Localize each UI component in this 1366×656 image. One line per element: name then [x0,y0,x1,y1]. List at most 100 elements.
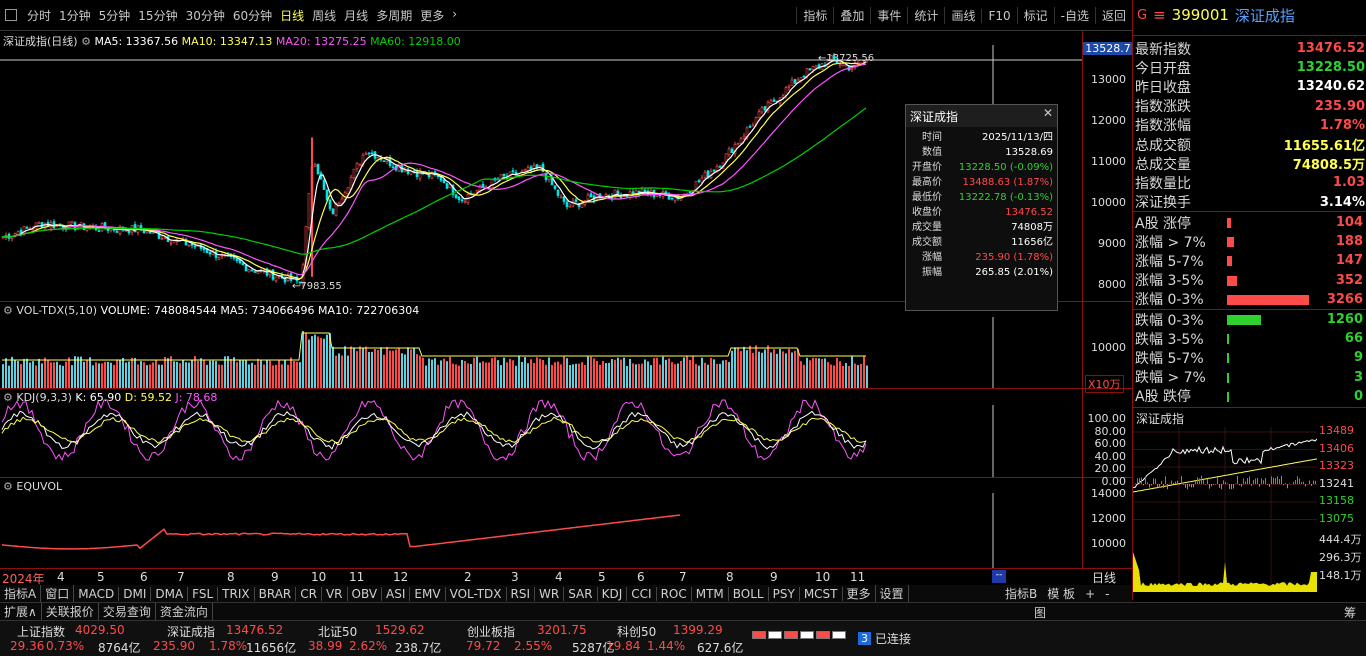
index-name[interactable]: 深证成指 [167,625,216,639]
toolbar-button[interactable]: F10 [981,8,1016,23]
settings-icon[interactable]: ⚙ [81,35,91,48]
period-tab[interactable]: 日线 [280,8,305,23]
indicator-tab[interactable]: WR [535,586,565,601]
period-tab[interactable]: 1分钟 [59,8,91,23]
tooltip-row: 时间 2025/11/13/四 [906,130,1057,145]
candle [241,262,245,266]
period-tab[interactable]: 5分钟 [98,8,131,23]
indicator-tab[interactable]: BRAR [255,586,297,601]
tab-control[interactable]: 模 板 [1047,587,1076,601]
view-toggle[interactable]: 筹 [1344,606,1357,620]
tab-control[interactable]: + [1085,586,1096,601]
period-tab[interactable]: 月线 [344,8,369,23]
extension-tab[interactable]: 扩展∧ [0,603,42,620]
chevron-right-icon[interactable]: › [452,6,458,21]
indicator-tab[interactable]: 更多 [843,585,876,602]
indicator-tab[interactable]: 设置 [876,585,909,602]
toolbar-button[interactable]: 事件 [870,7,907,24]
indicator-tab[interactable]: ASI [382,586,411,601]
volume-bar [800,361,802,388]
mini-macd-bar [1151,484,1152,486]
chart-area[interactable]: 深证成指(日线) ⚙ MA5: 13367.56 MA10: 13347.13 … [0,31,1133,568]
candle [298,281,302,284]
indicator-tab[interactable]: CR [296,586,322,601]
view-toggle[interactable]: 图 [1034,606,1047,620]
indicator-tab[interactable]: RSI [507,586,536,601]
indicator-tab[interactable]: VR [322,586,348,601]
indicator-tab[interactable]: KDJ [598,586,628,601]
indicator-tab[interactable]: CCI [627,586,657,601]
candlestick-chart[interactable]: ←13725.56 ←7983.55 [0,31,1082,568]
high-price-label: ←13725.56 [818,53,874,64]
volume-bar [830,364,832,388]
candle [475,190,479,193]
window-icon[interactable] [5,9,17,21]
connection-status[interactable]: 3 已连接 [858,630,911,647]
volume-bar [599,364,601,388]
index-name[interactable]: 创业板指 [467,625,516,639]
indicator-tab[interactable]: MACD [74,586,120,601]
close-icon[interactable]: ✕ [1042,106,1053,120]
tab-control[interactable]: - [1105,586,1110,601]
settings-icon[interactable]: ⚙ [3,480,13,493]
intraday-mini-chart[interactable] [1133,427,1317,592]
indicator-tab[interactable]: OBV [348,586,383,601]
volume-bar [779,349,781,388]
quote-name: 深证成指 [1234,6,1295,25]
volume-bar [632,363,634,388]
breadth-bar [1227,294,1309,305]
extension-tab[interactable]: 资金流向 [156,603,213,620]
settings-icon[interactable]: ⚙ [3,304,13,317]
volume-bar [674,364,676,388]
toolbar-button[interactable]: 返回 [1094,7,1132,24]
period-tab[interactable]: 60分钟 [232,8,273,23]
indicator-tab[interactable]: DMI [119,586,152,601]
index-name[interactable]: 上证指数 [17,625,66,639]
indicator-tab[interactable]: VOL-TDX [446,586,507,601]
settings-icon[interactable]: ⚙ [3,391,13,404]
extension-tab[interactable]: 关联报价 [42,603,99,620]
tab-control[interactable]: 指标B [1005,587,1038,601]
indicator-tab[interactable]: 窗口 [41,585,75,602]
candle [208,251,212,255]
indicator-tab[interactable]: MCST [800,586,843,601]
volume-bar [254,364,256,388]
volume-bar [743,346,745,388]
period-tab[interactable]: 更多 [420,8,445,23]
indicator-tab[interactable]: ROC [657,586,692,601]
indicator-tab[interactable]: MTM [692,586,729,601]
candle [511,170,515,173]
mini-macd-bar [1183,484,1184,485]
indicator-tab[interactable]: TRIX [218,586,255,601]
price-tick: 12000 [1091,114,1126,127]
indicator-tab[interactable]: DMA [151,586,189,601]
extension-tab[interactable]: 交易查询 [99,603,156,620]
toolbar-button[interactable]: 统计 [907,7,944,24]
period-tab[interactable]: 多周期 [376,8,413,23]
menu-icon[interactable]: ≡ [1153,6,1166,24]
index-name[interactable]: 北证50 [318,625,358,639]
index-change: 235.90 [153,639,195,653]
indicator-tab[interactable]: BOLL [729,586,769,601]
period-tab[interactable]: 30分钟 [185,8,225,23]
breadth-label: 涨幅 0-3% [1135,292,1204,309]
index-name[interactable]: 科创50 [617,625,657,639]
indicator-tab[interactable]: EMV [410,586,446,601]
toolbar-button[interactable]: 叠加 [833,7,870,24]
g-icon[interactable]: G [1137,7,1148,23]
toolbar-button[interactable]: -自选 [1053,7,1095,24]
period-tab[interactable]: 分时 [27,8,52,23]
indicator-tab[interactable]: SAR [564,586,598,601]
indicator-tab[interactable]: PSY [769,586,800,601]
period-tab[interactable]: 15分钟 [138,8,178,23]
indicator-tab[interactable]: FSL [188,586,219,601]
candle [586,194,590,201]
indicator-tab[interactable]: 指标A [0,585,42,602]
period-tab[interactable]: 周线 [312,8,337,23]
mini-macd-bar [1213,484,1214,485]
volume-bar [740,350,742,388]
toolbar-button[interactable]: 画线 [944,7,981,24]
toolbar-button[interactable]: 指标 [796,7,833,24]
candle [808,68,812,71]
toolbar-button[interactable]: 标记 [1016,7,1054,24]
